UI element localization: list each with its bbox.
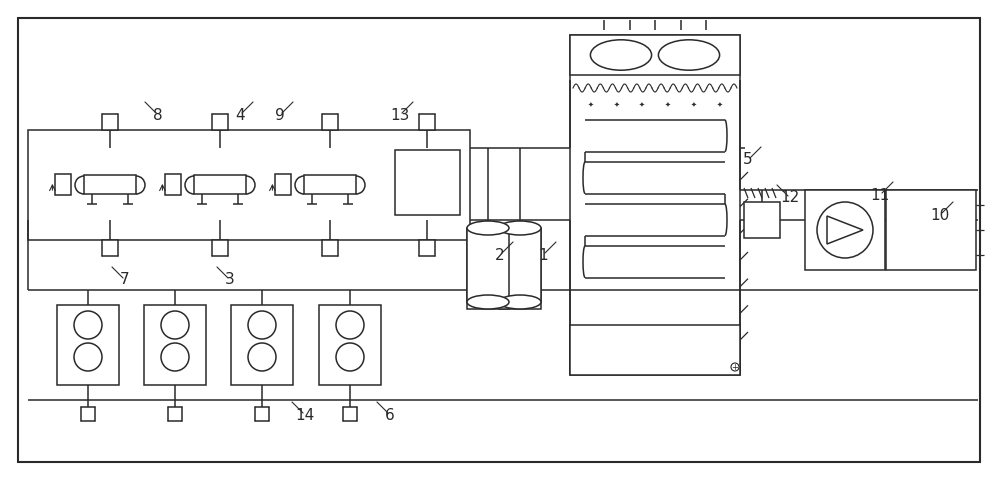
Text: 7: 7 [120,273,130,288]
Text: ✦: ✦ [639,102,645,108]
Text: 1: 1 [538,248,548,263]
Ellipse shape [499,221,541,235]
Text: 5: 5 [743,153,753,168]
Bar [322,240,338,256]
Bar [419,114,435,130]
Bar [84,175,136,194]
Circle shape [161,343,189,371]
Bar [81,407,95,421]
Bar [343,407,357,421]
Circle shape [336,343,364,371]
Bar [55,174,71,195]
Circle shape [74,343,102,371]
Bar [102,240,118,256]
Bar [886,190,976,270]
Circle shape [731,363,739,371]
Text: ✦: ✦ [717,102,723,108]
Bar [28,130,470,240]
Bar [144,305,206,385]
Bar [319,305,381,385]
Text: 9: 9 [275,108,285,122]
Circle shape [248,311,276,339]
Bar [322,114,338,130]
Bar [102,114,118,130]
Text: 8: 8 [153,108,163,122]
Bar [57,305,119,385]
Text: +: + [732,362,738,372]
Bar [168,407,182,421]
Text: 12: 12 [780,191,800,205]
Text: 3: 3 [225,273,235,288]
Bar [212,240,228,256]
Bar [467,228,509,309]
Bar [570,325,740,375]
Bar [231,305,293,385]
Circle shape [248,343,276,371]
Circle shape [74,311,102,339]
Text: 2: 2 [495,248,505,263]
Text: ✦: ✦ [691,102,697,108]
Ellipse shape [467,295,509,309]
Bar [194,175,246,194]
Bar [275,174,291,195]
Bar [570,35,740,75]
Circle shape [161,311,189,339]
Text: 14: 14 [295,408,315,422]
Bar [165,174,181,195]
Bar [304,175,356,194]
Text: ✦: ✦ [613,102,619,108]
Ellipse shape [658,40,720,70]
Bar [419,240,435,256]
Bar [255,407,269,421]
Bar [805,190,885,270]
Circle shape [817,202,873,258]
Text: 13: 13 [390,108,410,122]
Bar [395,150,460,215]
Bar [570,35,740,375]
Text: 6: 6 [385,408,395,422]
Bar [744,202,780,238]
Text: ✦: ✦ [665,102,671,108]
Ellipse shape [590,40,652,70]
Text: 10: 10 [930,207,950,223]
Bar [499,228,541,309]
Text: 11: 11 [870,188,890,203]
Ellipse shape [467,221,509,235]
Text: 4: 4 [235,108,245,122]
Ellipse shape [499,295,541,309]
Bar [212,114,228,130]
Circle shape [336,311,364,339]
Text: ✦: ✦ [587,102,593,108]
